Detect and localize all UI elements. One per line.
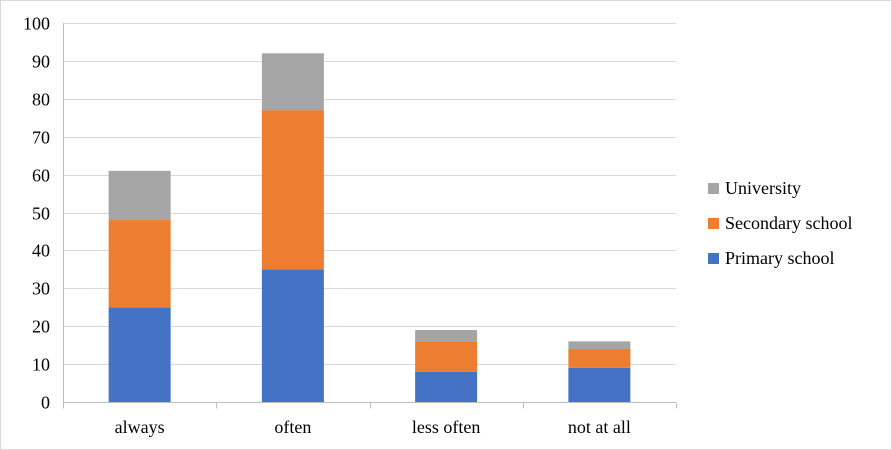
legend-swatch-primary-school <box>708 253 719 264</box>
x-tick-label-not-at-all: not at all <box>568 417 631 437</box>
legend-swatch-secondary-school <box>708 218 719 229</box>
bar-always-secondary-school <box>108 220 171 308</box>
axes <box>63 23 677 409</box>
y-tick-label-30: 30 <box>32 279 50 299</box>
bar-always-university <box>108 170 171 221</box>
bar-less-often-university <box>415 329 478 342</box>
y-tick-label-70: 70 <box>32 128 50 148</box>
x-tick-labels: always often less often not at all <box>115 417 631 437</box>
bar-often-secondary-school <box>261 110 324 270</box>
y-tick-label-20: 20 <box>32 317 50 337</box>
legend-label-secondary-school: Secondary school <box>725 213 852 233</box>
bar-not-at-all-secondary-school <box>568 348 631 368</box>
legend-item-university: University <box>708 178 801 198</box>
y-tick-label-10: 10 <box>32 355 50 375</box>
bar-not-at-all-primary-school <box>568 367 631 402</box>
x-tick-label-always: always <box>115 417 165 437</box>
legend: University Secondary school Primary school <box>708 178 852 268</box>
y-tick-label-80: 80 <box>32 90 50 110</box>
x-tick-label-less-often: less often <box>412 417 480 437</box>
bar-not-at-all-university <box>568 341 631 349</box>
bars <box>108 53 631 402</box>
bar-often-primary-school <box>261 269 324 402</box>
x-tick-label-often: often <box>274 417 311 437</box>
legend-item-primary-school: Primary school <box>708 248 835 268</box>
bar-less-often-primary-school <box>415 371 478 402</box>
legend-label-primary-school: Primary school <box>725 248 835 268</box>
y-tick-label-50: 50 <box>32 204 50 224</box>
legend-label-university: University <box>725 178 801 198</box>
y-tick-label-60: 60 <box>32 166 50 186</box>
y-tick-label-90: 90 <box>32 52 50 72</box>
y-tick-label-40: 40 <box>32 241 50 261</box>
y-tick-label-0: 0 <box>41 393 50 413</box>
bar-often-university <box>261 53 324 111</box>
legend-swatch-university <box>708 183 719 194</box>
bar-always-primary-school <box>108 307 171 402</box>
bar-less-often-secondary-school <box>415 341 478 372</box>
y-tick-label-100: 100 <box>23 14 50 34</box>
y-tick-labels: 0 10 20 30 40 50 60 70 80 90 100 <box>23 14 50 413</box>
legend-item-secondary-school: Secondary school <box>708 213 852 233</box>
